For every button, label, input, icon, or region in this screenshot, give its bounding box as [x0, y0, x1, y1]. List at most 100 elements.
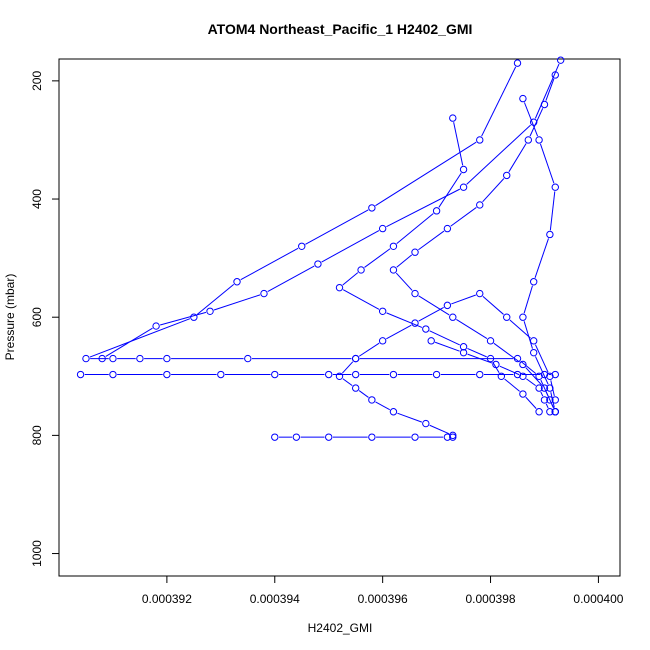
data-point	[325, 370, 333, 379]
series-segment	[456, 319, 488, 340]
data-point	[546, 408, 554, 416]
series-segment	[523, 321, 533, 349]
data-point	[476, 136, 484, 144]
data-point	[351, 384, 360, 392]
series-segment	[429, 330, 460, 346]
data-point	[76, 370, 85, 379]
series-segment	[342, 378, 353, 387]
data-point	[109, 370, 117, 379]
series-segment	[523, 102, 539, 137]
series-segment	[525, 367, 543, 386]
x-axis-label: H2402_GMI	[308, 621, 373, 635]
data-point	[551, 183, 559, 191]
data-point	[389, 370, 398, 379]
data-point	[497, 372, 506, 380]
series-segment	[418, 306, 444, 322]
series-segment	[467, 353, 493, 364]
data-point	[427, 337, 435, 345]
series-segment	[508, 143, 527, 173]
data-point	[540, 396, 549, 404]
series-segment	[504, 378, 520, 392]
series-segment	[213, 294, 261, 311]
data-point	[519, 94, 527, 103]
data-point	[378, 224, 387, 233]
data-point	[136, 354, 144, 363]
data-point	[217, 370, 225, 379]
y-axis-label: Pressure (mbar)	[3, 274, 17, 361]
series-segment	[240, 247, 299, 281]
data-point	[271, 370, 279, 379]
data-point	[476, 289, 484, 298]
data-point	[233, 278, 241, 286]
data-point	[519, 390, 527, 398]
series-segment	[305, 209, 369, 245]
series-segment	[550, 392, 555, 408]
series-segment	[451, 294, 476, 305]
data-point	[389, 242, 398, 251]
series-segment	[545, 403, 549, 409]
data-point	[551, 408, 559, 416]
y-tick-label: 800	[30, 425, 44, 445]
series-segment	[534, 238, 549, 278]
data-point	[546, 230, 554, 239]
data-point	[292, 433, 301, 441]
series-segment	[397, 412, 423, 423]
series-segment	[342, 272, 359, 286]
data-point	[443, 433, 452, 441]
data-point	[529, 348, 538, 357]
data-point	[422, 325, 430, 333]
data-point	[411, 433, 419, 441]
data-point	[551, 370, 559, 379]
series-segment	[434, 341, 460, 352]
data-point	[357, 266, 365, 274]
chart-title: ATOM4 Northeast_Pacific_1 H2402_GMI	[208, 21, 473, 37]
y-tick-label: 600	[30, 307, 44, 327]
series-segment	[549, 191, 556, 231]
series-segment	[540, 391, 544, 397]
series-segment	[89, 318, 191, 358]
x-tick-label: 0.000398	[466, 592, 516, 606]
series-segment	[523, 285, 533, 314]
series-segment	[539, 143, 555, 184]
data-point	[335, 283, 344, 292]
series-3	[76, 370, 559, 379]
data-point	[432, 370, 441, 379]
series-segment	[418, 230, 445, 251]
series-segment	[396, 213, 434, 245]
x-tick-label: 0.000394	[250, 592, 300, 606]
data-point	[109, 354, 117, 363]
series-segment	[450, 207, 477, 227]
series-segment	[525, 396, 537, 409]
series-segment	[526, 378, 536, 387]
data-point	[325, 433, 333, 441]
data-point	[535, 372, 543, 380]
data-point	[368, 433, 376, 441]
data-point	[459, 165, 468, 174]
data-point	[378, 337, 387, 345]
series-segment	[534, 344, 549, 373]
plot-frame	[58, 58, 621, 577]
data-point	[513, 59, 522, 67]
x-tick-label: 0.000400	[573, 592, 623, 606]
data-point	[492, 360, 500, 369]
x-tick-label: 0.000392	[142, 592, 192, 606]
series-segment	[395, 272, 413, 291]
data-point	[449, 114, 457, 122]
series-segment	[550, 380, 555, 396]
series-segment	[482, 295, 504, 315]
data-point	[244, 354, 252, 363]
x-axis: 0.000392 0.000394 0.000396 0.000398 0.000400	[142, 575, 624, 606]
data-point	[368, 396, 376, 404]
data-point	[335, 372, 344, 380]
data-point	[535, 384, 543, 392]
series-segment	[466, 124, 531, 185]
data-point	[314, 260, 322, 268]
series-8	[519, 94, 559, 416]
data-point	[503, 171, 511, 180]
series-segment	[267, 265, 315, 292]
data-point	[546, 372, 554, 380]
data-point	[389, 408, 398, 416]
data-point	[378, 307, 387, 315]
series-segment	[105, 327, 153, 357]
series-segment	[438, 172, 462, 208]
